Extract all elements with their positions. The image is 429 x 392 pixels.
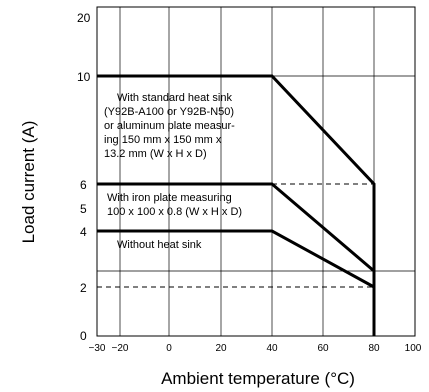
annotation-line: 13.2 mm (W x H x D) xyxy=(104,148,207,160)
annotation-iron-plate: With iron plate measuring 100 x 100 x 0.… xyxy=(107,192,242,218)
annotation-without-heat-sink: Without heat sink xyxy=(117,239,202,251)
x-tick-label: −30 xyxy=(89,343,106,354)
x-tick-label: 80 xyxy=(368,343,380,354)
x-tick-label: 20 xyxy=(215,343,227,354)
y-tick-label: 20 xyxy=(77,11,91,25)
annotation-line: With standard heat sink xyxy=(117,92,232,104)
series-standard-heat-sink xyxy=(97,74,376,336)
plot-frame xyxy=(96,6,416,337)
annotation-line: 100 x 100 x 0.8 (W x H x D) xyxy=(107,206,242,218)
x-tick-label: 60 xyxy=(317,343,329,354)
annotation-line: (Y92B-A100 or Y92B-N50) xyxy=(104,106,234,118)
y-axis-title: Load current (A) xyxy=(19,121,38,244)
x-axis-title: Ambient temperature (°C) xyxy=(161,369,355,388)
annotation-line: or aluminum plate measur- xyxy=(104,120,235,132)
y-tick-label: 4 xyxy=(80,225,87,239)
x-tick-label: 40 xyxy=(266,343,278,354)
y-tick-label: 10 xyxy=(77,70,91,84)
x-gridlines xyxy=(119,7,375,336)
annotation-line: ing 150 mm x 150 mm x xyxy=(104,134,222,146)
series-without-heat-sink xyxy=(97,229,375,289)
y-tick-label: 5 xyxy=(80,202,87,216)
annotation-line: With iron plate measuring xyxy=(107,192,232,204)
y-tick-label: 6 xyxy=(80,178,87,192)
y-tick-label: 2 xyxy=(80,281,87,295)
x-tick-label: 0 xyxy=(166,343,172,354)
series-iron-plate xyxy=(97,182,375,273)
y-tick-label: 0 xyxy=(80,329,87,343)
x-tick-label: −20 xyxy=(112,343,129,354)
annotation-standard-heat-sink: With standard heat sink (Y92B-A100 or Y9… xyxy=(104,92,238,160)
x-tick-label: 100 xyxy=(405,343,422,354)
annotation-line: Without heat sink xyxy=(117,239,202,251)
